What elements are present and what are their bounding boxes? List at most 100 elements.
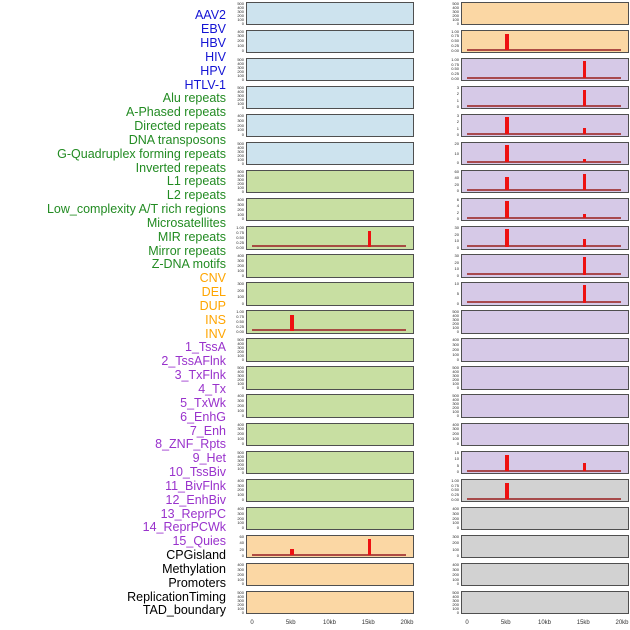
density-panel [461, 254, 629, 278]
density-panel [246, 141, 414, 166]
peak-marker [582, 463, 586, 472]
y-tick-label: 400 [452, 369, 459, 375]
row-label: Mirror repeats [148, 244, 226, 258]
y-tick-label: 0 [456, 469, 459, 475]
y-tick-label: 5 [456, 462, 459, 468]
y-tick-label: 10 [454, 150, 459, 156]
y-tick-label: 10 [454, 281, 459, 287]
y-tick-label: 300 [237, 64, 244, 70]
y-tick-label: 400 [237, 144, 244, 150]
y-tick-label: 0 [456, 553, 459, 559]
y-tick-label: 400 [237, 112, 244, 118]
row-label: L2 repeats [166, 189, 226, 203]
peak-marker [582, 214, 586, 219]
y-tick-label: 200 [237, 349, 244, 355]
y-tick-label: 500 [237, 56, 244, 62]
baseline-trace [252, 553, 406, 556]
y-tick-label: 0.00 [451, 76, 459, 82]
density-panel [461, 169, 629, 194]
row-label: 15_Quies [172, 535, 226, 549]
density-panel [461, 310, 629, 334]
y-tick-label: 0.00 [236, 328, 244, 334]
y-tick-label: 300 [237, 597, 244, 603]
y-axis-ticks: 1.00 0.75 0.50 0.25 0.00 [440, 57, 459, 82]
density-panel [246, 57, 414, 82]
y-tick-label: 100 [237, 267, 244, 273]
y-tick-label: 0.50 [451, 66, 459, 72]
y-tick-label: 300 [237, 258, 244, 263]
y-tick-label: 300 [452, 533, 459, 539]
y-axis-ticks: 400 300 200 100 0 [225, 197, 244, 222]
y-tick-label: 60 [239, 533, 244, 539]
y-tick-label: 2 [456, 119, 459, 125]
y-tick-label: 400 [237, 505, 244, 511]
y-axis-ticks: 10 5 0 [440, 282, 459, 306]
density-panel [461, 57, 629, 82]
y-tick-label: 0 [241, 441, 244, 447]
y-axis-ticks: 400 300 200 100 0 [225, 505, 244, 531]
y-tick-label: 1.00 [236, 309, 244, 315]
y-tick-label: 200 [452, 347, 459, 353]
y-tick-label: 0.50 [236, 234, 244, 240]
y-tick-label: 400 [237, 421, 244, 427]
y-tick-label: 200 [452, 405, 459, 411]
y-tick-label: 10 [454, 266, 459, 272]
y-tick-label: 0 [241, 581, 244, 587]
y-tick-label: 0 [241, 48, 244, 54]
baseline-trace [467, 132, 621, 135]
y-tick-label: 400 [237, 369, 244, 375]
y-tick-label: 100 [452, 381, 459, 387]
row-label: 14_ReprPCWk [142, 521, 226, 535]
baseline-trace [467, 188, 621, 191]
y-axis-ticks: 500 400 300 200 100 0 [440, 590, 459, 614]
row-label: HIV [205, 50, 226, 64]
density-panel [461, 197, 629, 222]
y-tick-label: 20 [454, 181, 459, 187]
y-tick-label: 300 [237, 281, 244, 287]
row-label: 6_EnhG [180, 410, 226, 424]
row-label: Promoters [168, 576, 226, 590]
y-tick-label: 0.50 [451, 38, 459, 44]
y-tick-label: 100 [237, 43, 244, 49]
y-tick-label: 200 [237, 12, 244, 18]
x-axis-tick-label: 0 [250, 619, 254, 626]
y-tick-label: 100 [237, 381, 244, 387]
peak-marker [290, 548, 294, 556]
y-axis-ticks: 500 400 300 200 100 0 [225, 450, 244, 474]
y-tick-label: 0 [241, 497, 244, 503]
y-tick-label: 0.25 [236, 239, 244, 245]
y-tick-label: 400 [237, 561, 244, 567]
y-tick-label: 100 [237, 436, 244, 442]
y-tick-label: 200 [237, 431, 244, 437]
y-tick-label: 3 [456, 84, 459, 90]
y-axis-ticks: 400 300 200 100 0 [440, 338, 459, 362]
density-panel [461, 1, 629, 25]
y-tick-label: 400 [237, 4, 244, 10]
row-label: DNA transposons [128, 133, 226, 147]
density-panel [461, 450, 629, 475]
y-tick-label: 200 [237, 601, 244, 607]
row-label: G-Quadruplex forming repeats [57, 147, 226, 161]
y-tick-label: 10 [454, 456, 459, 462]
y-tick-label: 0 [456, 132, 459, 138]
y-tick-label: 0 [456, 244, 459, 250]
y-tick-label: 200 [237, 180, 244, 186]
row-label: HBV [200, 36, 226, 50]
x-axis-tick-label: 20kb [615, 619, 629, 626]
y-tick-label: 0 [241, 216, 244, 222]
y-tick-label: 200 [237, 571, 244, 577]
y-tick-label: 500 [237, 0, 244, 6]
baseline-trace [467, 216, 621, 219]
baseline-trace [467, 245, 621, 248]
density-panel [246, 562, 414, 587]
y-axis-ticks: 500 400 300 200 100 0 [225, 169, 244, 193]
y-tick-label: 200 [237, 122, 244, 128]
y-tick-label: 100 [452, 520, 459, 526]
row-label: Microsatellites [146, 216, 226, 230]
y-axis-ticks: 500 400 300 200 100 0 [225, 366, 244, 390]
y-tick-label: 300 [237, 482, 244, 488]
density-panel [246, 422, 414, 447]
row-label: DUP [199, 299, 226, 313]
y-tick-label: 300 [452, 510, 459, 516]
